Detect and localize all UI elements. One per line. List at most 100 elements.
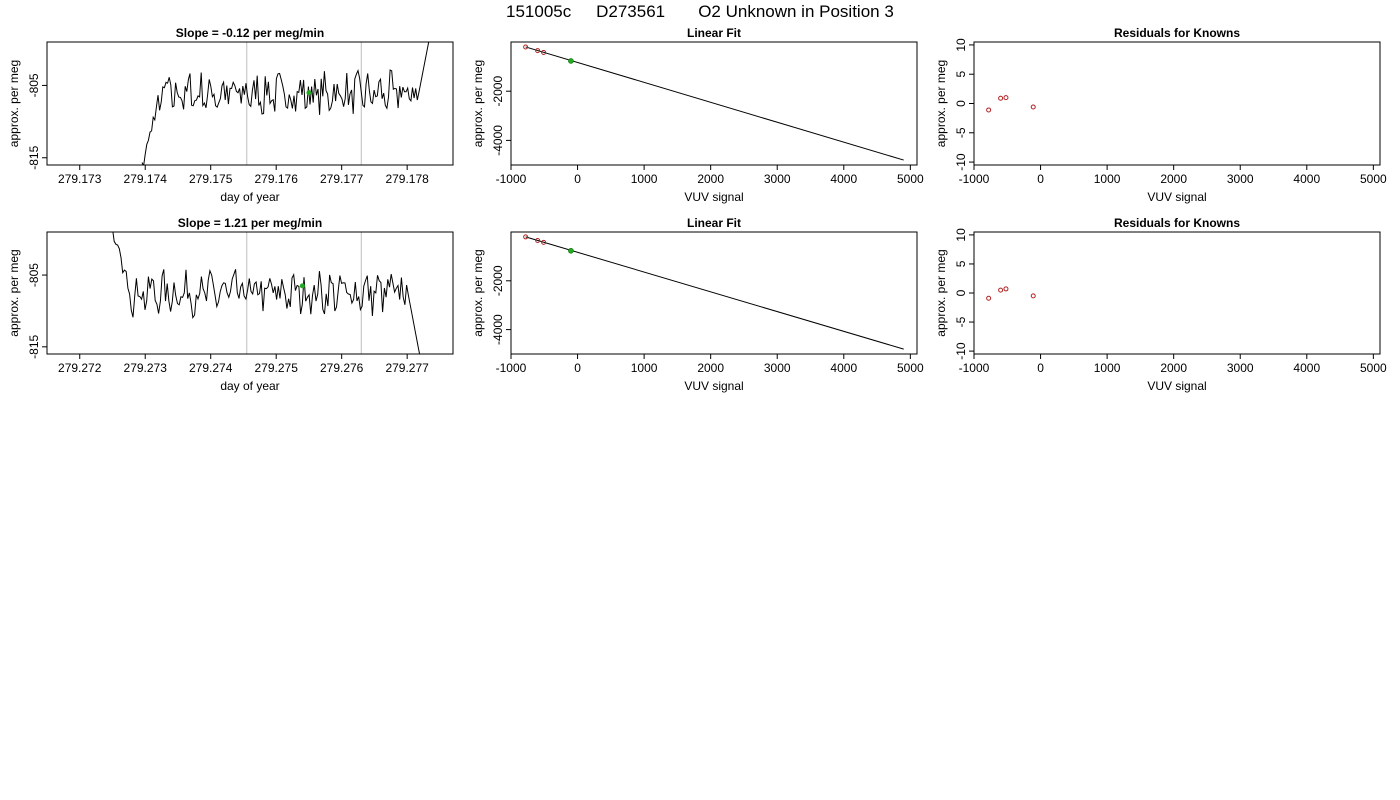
y-axis-label: approx. per meg	[471, 249, 485, 336]
panel-3: Residuals for Knowns -1000 0 1000 2000 3000 40…	[934, 26, 1387, 204]
x-tick-label: 4000	[1293, 361, 1320, 375]
x-tick-label: 2000	[697, 172, 724, 186]
plot-area	[986, 286, 1036, 301]
residual-point	[998, 287, 1004, 293]
x-tick-label: 2000	[1160, 361, 1187, 375]
panel-5: Linear Fit -1000 0 1000 2000 3000 4000 5000 -400…	[471, 216, 924, 393]
x-tick-label: 5000	[1360, 172, 1387, 186]
plot-frame	[510, 41, 918, 166]
x-axis-label: day of year	[220, 190, 279, 204]
x-tick-label: 0	[574, 172, 581, 186]
x-tick-label: 3000	[764, 172, 791, 186]
plot-area	[523, 234, 904, 350]
x-tick-label: 3000	[1227, 172, 1254, 186]
plot-frame	[46, 231, 454, 355]
plot-frame	[973, 231, 1381, 355]
x-tick-label: 3000	[764, 361, 791, 375]
x-tick-label: -1000	[496, 361, 527, 375]
residual-point	[986, 295, 992, 301]
y-tick-label: -4000	[491, 314, 505, 345]
signal-trace	[141, 42, 430, 165]
y-tick-label: 10	[954, 228, 968, 242]
x-axis-label: VUV signal	[684, 190, 743, 204]
y-tick-label: -805	[27, 73, 41, 97]
x-tick-label: -1000	[496, 172, 527, 186]
x-tick-label: 279.173	[58, 172, 102, 186]
y-tick-label: 10	[954, 38, 968, 52]
x-tick-label: 279.273	[124, 361, 168, 375]
panel-title: Residuals for Knowns	[1114, 216, 1240, 230]
panel-title: Linear Fit	[687, 216, 741, 230]
x-tick-label: 5000	[897, 361, 924, 375]
x-tick-label: 4000	[830, 172, 857, 186]
x-tick-label: 0	[1037, 361, 1044, 375]
x-axis-label: VUV signal	[684, 379, 743, 393]
x-tick-label: 5000	[897, 172, 924, 186]
x-tick-label: 1000	[1094, 172, 1121, 186]
y-axis-label: approx. per meg	[934, 60, 948, 147]
panel-6: Residuals for Knowns -1000 0 1000 2000 3000 40…	[934, 216, 1387, 393]
residual-point	[998, 95, 1004, 101]
position-description: O2 Unknown in Position 3	[698, 2, 894, 21]
x-axis-label: VUV signal	[1147, 379, 1206, 393]
residual-point	[986, 107, 992, 113]
x-tick-label: 279.275	[254, 361, 298, 375]
panel-title: Residuals for Knowns	[1114, 26, 1240, 40]
panel-2: Linear Fit -1000 0 1000 2000 3000 4000 5000 -400…	[471, 26, 924, 204]
y-axis-label: approx. per meg	[7, 249, 21, 336]
run-id: 151005c	[506, 2, 572, 21]
x-tick-label: 0	[1037, 172, 1044, 186]
x-tick-label: 279.276	[320, 361, 364, 375]
plot-area	[986, 95, 1036, 113]
unknown-point	[306, 90, 312, 96]
x-tick-label: 1000	[631, 172, 658, 186]
x-tick-label: 279.178	[385, 172, 429, 186]
tank-id: D273561	[596, 2, 665, 21]
x-tick-label: 279.272	[58, 361, 102, 375]
y-tick-label: -10	[954, 342, 968, 360]
known-point	[535, 238, 541, 244]
x-tick-label: -1000	[959, 172, 990, 186]
unknown-point	[299, 283, 305, 289]
plot-frame	[46, 41, 454, 166]
y-axis-label: approx. per meg	[934, 249, 948, 336]
y-tick-label: -815	[27, 334, 41, 358]
unknown-point	[568, 247, 574, 254]
x-axis-label: VUV signal	[1147, 190, 1206, 204]
x-tick-label: 1000	[631, 361, 658, 375]
y-tick-label: -2000	[491, 76, 505, 107]
known-point	[535, 48, 541, 54]
x-axis-label: day of year	[220, 379, 279, 393]
x-tick-label: 4000	[830, 361, 857, 375]
x-tick-label: 5000	[1360, 361, 1387, 375]
y-tick-label: -5	[954, 127, 968, 138]
y-tick-label: 0	[954, 289, 968, 296]
signal-trace	[112, 232, 421, 354]
residual-point	[1003, 286, 1009, 292]
y-axis-label: approx. per meg	[471, 60, 485, 147]
y-tick-label: 5	[954, 260, 968, 267]
residual-point	[1030, 104, 1036, 110]
known-point	[541, 49, 547, 55]
panel-title: Slope = 1.21 per meg/min	[178, 216, 322, 230]
panel-1: Slope = -0.12 per meg/min 279.173 279.174 2…	[7, 26, 454, 204]
panel-title: Linear Fit	[687, 26, 741, 40]
x-tick-label: 1000	[1094, 361, 1121, 375]
x-tick-label: 2000	[697, 361, 724, 375]
known-point	[541, 239, 547, 245]
figure-title: 151005c D273561 O2 Unknown in Position 3	[506, 2, 894, 21]
plot-frame	[510, 231, 918, 355]
known-point	[523, 44, 529, 50]
panel-title: Slope = -0.12 per meg/min	[176, 26, 324, 40]
plot-frame	[973, 41, 1381, 166]
plot-area	[112, 232, 421, 354]
unknown-point	[568, 58, 574, 64]
y-tick-label: -10	[954, 153, 968, 171]
y-tick-label: -5	[954, 316, 968, 327]
y-tick-label: -815	[27, 145, 41, 169]
panel-4: Slope = 1.21 per meg/min 279.272 279.273 27…	[7, 216, 454, 393]
known-point	[523, 234, 529, 240]
panel-grid: Slope = -0.12 per meg/min 279.173 279.174 2…	[7, 26, 1387, 393]
y-tick-label: 5	[954, 71, 968, 78]
y-tick-label: 0	[954, 100, 968, 107]
